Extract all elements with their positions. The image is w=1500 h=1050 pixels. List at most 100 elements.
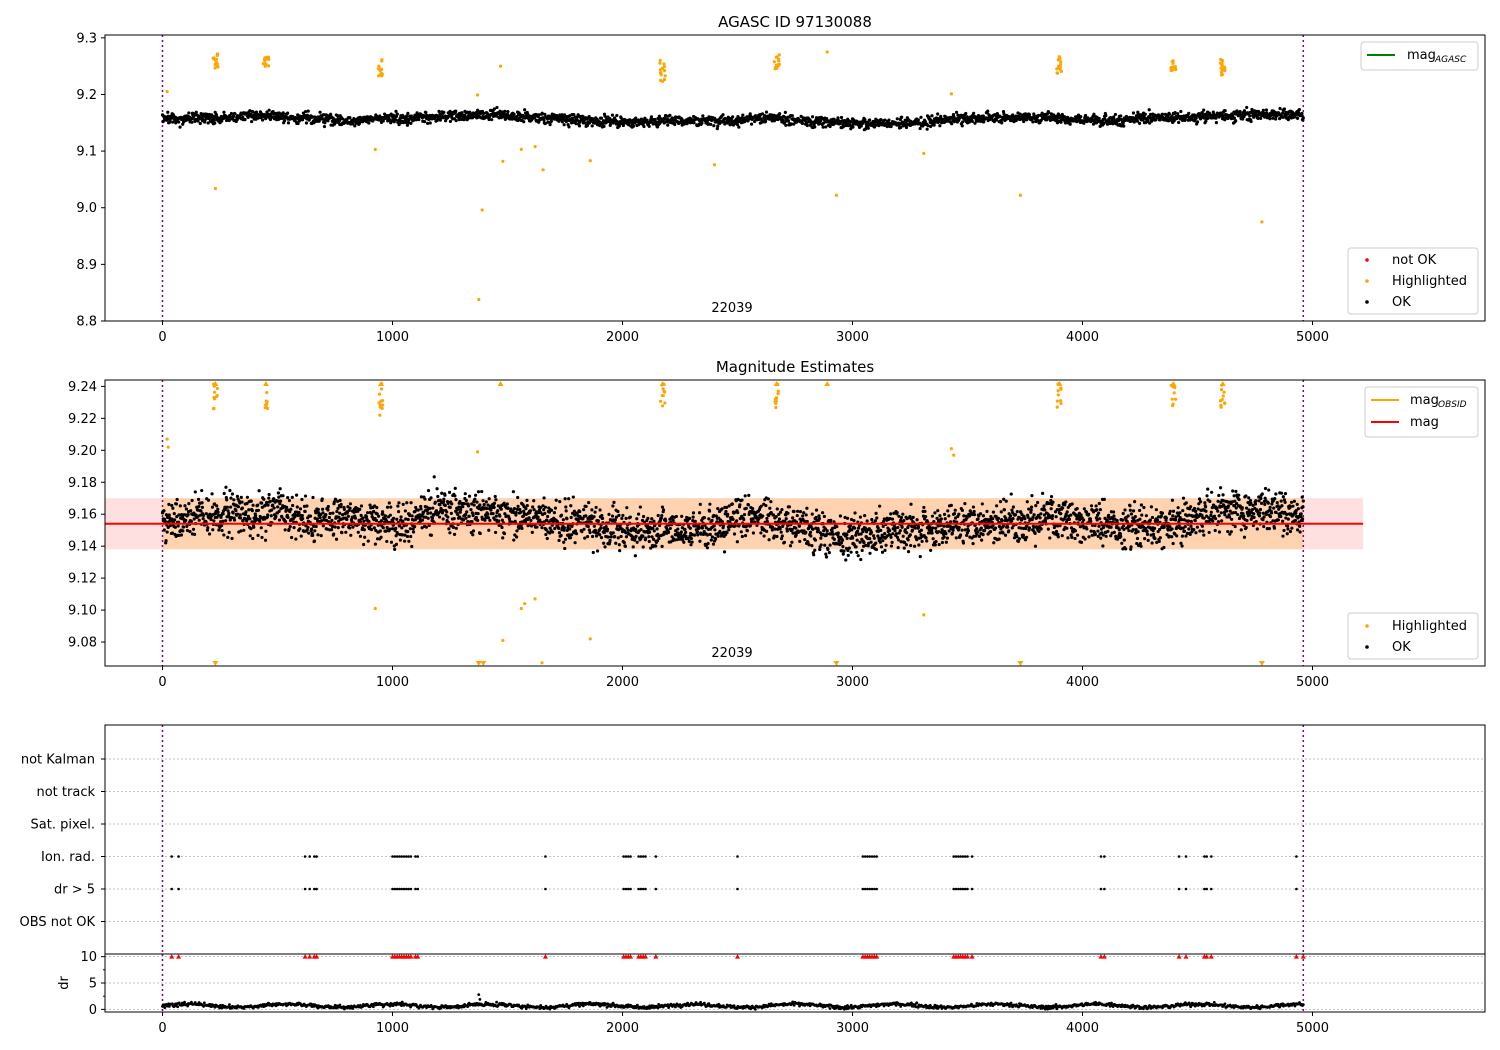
ok-point bbox=[440, 491, 444, 495]
ok-point bbox=[654, 120, 658, 124]
ok-point bbox=[489, 508, 493, 512]
ok-point bbox=[657, 114, 661, 118]
ok-point bbox=[787, 505, 792, 509]
ok-point bbox=[358, 534, 363, 538]
ok-point bbox=[771, 525, 775, 529]
ok-point bbox=[298, 507, 303, 511]
ok-point bbox=[868, 118, 872, 122]
highlighted-point bbox=[379, 67, 384, 72]
ok-point bbox=[385, 539, 389, 544]
ok-point bbox=[881, 539, 885, 543]
ok-point bbox=[516, 495, 520, 500]
ok-point bbox=[727, 528, 731, 532]
ok-point bbox=[701, 114, 705, 118]
ok-point bbox=[318, 110, 322, 114]
ok-point bbox=[724, 509, 728, 514]
ok-point bbox=[924, 536, 928, 540]
ok-point bbox=[448, 531, 452, 535]
ok-point bbox=[814, 515, 818, 520]
ok-point bbox=[598, 533, 602, 537]
panel1-xtick-label: 0 bbox=[158, 330, 166, 345]
ok-point bbox=[586, 524, 590, 529]
ok-point bbox=[618, 549, 622, 553]
ok-point bbox=[462, 501, 466, 506]
highlighted-point bbox=[949, 92, 954, 96]
ok-point bbox=[480, 489, 484, 494]
ok-point bbox=[212, 519, 216, 523]
ok-point bbox=[749, 122, 754, 126]
ok-point bbox=[490, 118, 494, 122]
ok-point bbox=[381, 119, 385, 123]
ok-point bbox=[937, 542, 941, 547]
ok-point bbox=[186, 512, 190, 517]
ok-point bbox=[794, 526, 798, 530]
ok-point bbox=[1214, 121, 1218, 125]
ok-point bbox=[259, 526, 263, 530]
ok-point bbox=[437, 109, 441, 113]
ok-point bbox=[362, 542, 366, 547]
ok-point bbox=[174, 502, 179, 506]
ok-point bbox=[200, 488, 204, 493]
ok-point bbox=[1223, 109, 1227, 113]
ok-point bbox=[449, 511, 453, 515]
highlighted-point bbox=[213, 58, 217, 62]
ok-point bbox=[781, 118, 785, 122]
highlighted-point bbox=[1260, 220, 1264, 224]
ok-point bbox=[428, 121, 432, 125]
ok-point bbox=[1297, 108, 1301, 112]
ok-point bbox=[562, 123, 566, 127]
ok-point bbox=[573, 529, 578, 533]
ok-point bbox=[1031, 120, 1035, 124]
ok-point bbox=[696, 533, 700, 537]
ok-point bbox=[818, 547, 822, 552]
panel1-data-layer bbox=[160, 35, 1305, 321]
highlighted-point bbox=[662, 77, 667, 82]
ok-point bbox=[196, 119, 200, 123]
ok-point bbox=[1122, 124, 1126, 128]
ok-point bbox=[822, 514, 826, 519]
ok-point bbox=[798, 539, 802, 543]
ok-point bbox=[887, 118, 891, 122]
ok-point bbox=[760, 112, 765, 116]
ok-point bbox=[933, 543, 937, 547]
ok-point bbox=[600, 516, 605, 520]
ok-point bbox=[813, 548, 817, 552]
ok-point bbox=[176, 524, 180, 528]
ok-point bbox=[516, 118, 520, 123]
ok-point bbox=[554, 498, 558, 502]
ok-point bbox=[951, 528, 955, 532]
ok-point bbox=[692, 533, 697, 537]
ok-point bbox=[811, 527, 815, 531]
ok-point bbox=[635, 517, 639, 521]
ok-point bbox=[403, 539, 407, 543]
panel1-ytick-label: 8.8 bbox=[76, 315, 97, 330]
ok-point bbox=[369, 528, 374, 532]
ok-point bbox=[649, 115, 654, 119]
highlighted-point bbox=[1219, 57, 1223, 62]
ok-point bbox=[498, 514, 502, 518]
ok-point bbox=[535, 525, 539, 529]
ok-point bbox=[428, 506, 432, 511]
ok-point bbox=[569, 515, 573, 520]
ok-point bbox=[838, 514, 843, 518]
ok-point bbox=[505, 502, 509, 506]
ok-point bbox=[525, 498, 529, 503]
ok-point bbox=[722, 550, 727, 554]
highlighted-point bbox=[1058, 67, 1062, 71]
ok-point bbox=[330, 518, 334, 522]
ok-point bbox=[922, 505, 926, 510]
ok-point bbox=[190, 120, 194, 124]
ok-point bbox=[281, 111, 285, 115]
ok-point bbox=[1268, 117, 1272, 121]
ok-point bbox=[825, 529, 829, 533]
ok-point bbox=[571, 495, 575, 499]
ok-point bbox=[475, 500, 479, 504]
ok-point bbox=[853, 511, 857, 515]
ok-point bbox=[808, 530, 813, 535]
ok-point bbox=[321, 117, 325, 121]
ok-point bbox=[422, 119, 427, 124]
ok-point bbox=[764, 119, 768, 123]
ok-point bbox=[943, 517, 947, 521]
ok-point bbox=[745, 529, 749, 533]
ok-point bbox=[590, 124, 594, 128]
